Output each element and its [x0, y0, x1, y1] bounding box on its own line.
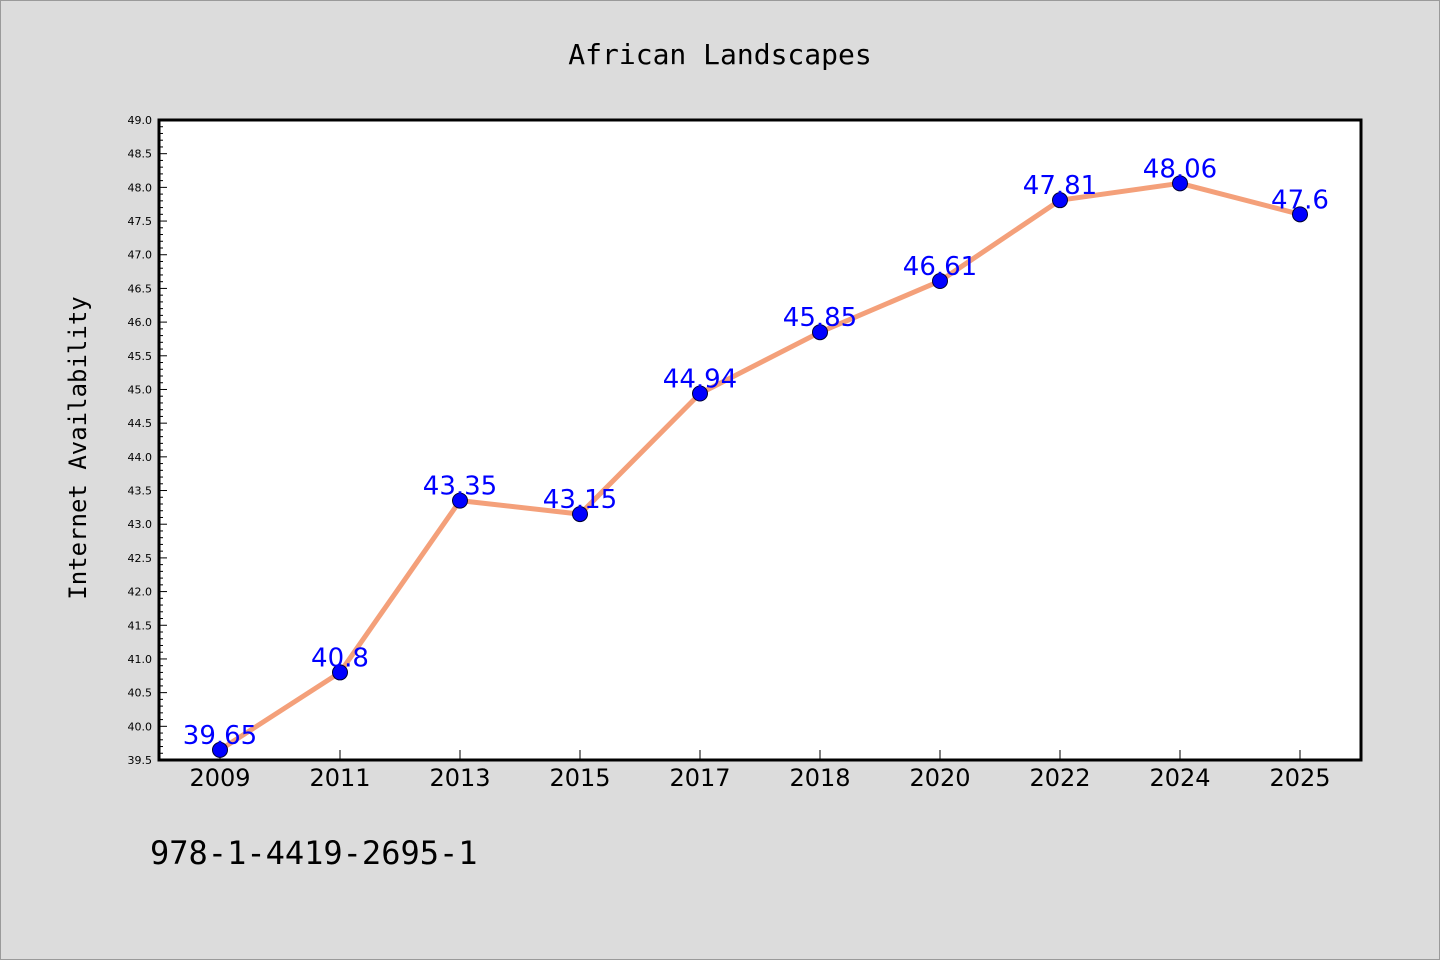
- y-tick-label: 46.5: [128, 282, 153, 295]
- data-point: [452, 492, 468, 509]
- data-label: 44.94: [663, 365, 737, 395]
- x-tick-label: 2015: [549, 764, 610, 792]
- y-tick-label: 49.0: [128, 114, 153, 127]
- y-tick-label: 44.5: [128, 417, 153, 430]
- x-tick-label: 2018: [789, 764, 850, 792]
- series-line: [217, 180, 1303, 753]
- y-tick-label: 47.5: [128, 215, 153, 228]
- y-tick-label: 48.5: [128, 148, 153, 161]
- x-tick-label: 2009: [189, 764, 250, 792]
- data-point: [572, 506, 588, 523]
- data-label: 40.8: [311, 643, 369, 673]
- y-axis-label: Internet Availability: [64, 296, 92, 599]
- data-label: 45.85: [783, 303, 857, 333]
- data-label: 48.06: [1143, 154, 1217, 184]
- x-tick-label: 2013: [429, 764, 490, 792]
- chart-title: African Landscapes: [568, 38, 871, 71]
- data-label: 43.35: [423, 472, 497, 502]
- x-tick-label: 2017: [669, 764, 730, 792]
- x-axis-ticks: 2009 2011 2013 2015 2017 2018 2020 2022 2024 2025: [189, 750, 1331, 792]
- x-tick-label: 2022: [1029, 764, 1090, 792]
- data-point: [332, 664, 348, 681]
- x-tick-label: 2025: [1269, 764, 1330, 792]
- y-tick-label: 42.5: [128, 552, 153, 565]
- x-tick-label: 2020: [909, 764, 970, 792]
- y-tick-label: 45.5: [128, 350, 153, 363]
- data-label: 39.65: [183, 721, 257, 751]
- y-tick-label: 43.0: [128, 518, 153, 531]
- x-tick-label: 2024: [1149, 764, 1210, 792]
- y-tick-label: 41.0: [128, 653, 153, 666]
- data-point: [1052, 192, 1068, 209]
- data-point: [812, 324, 828, 341]
- plot-area: [157, 118, 1363, 762]
- data-label: 47.81: [1023, 171, 1097, 201]
- data-point: [1292, 206, 1308, 223]
- data-label: 47.6: [1271, 185, 1329, 215]
- data-label: 46.61: [903, 252, 977, 282]
- y-tick-label: 42.0: [128, 586, 153, 599]
- y-tick-label: 40.5: [128, 687, 153, 700]
- y-tick-label: 48.0: [128, 181, 153, 194]
- y-tick-label: 46.0: [128, 316, 153, 329]
- y-tick-label: 44.0: [128, 451, 153, 464]
- data-point: [932, 273, 948, 290]
- y-tick-label: 47.0: [128, 249, 153, 262]
- series-group: 39.65 40.8 43.35 43.15 44.94 45.85 46.61 47.81 4…: [183, 154, 1329, 758]
- data-point: [692, 385, 708, 402]
- y-tick-label: 39.5: [128, 754, 153, 767]
- y-tick-label: 41.5: [128, 619, 153, 632]
- x-tick-label: 2011: [309, 764, 370, 792]
- data-label: 43.15: [543, 485, 617, 515]
- footnote-isbn: 978-1-4419-2695-1: [150, 834, 478, 872]
- y-tick-label: 45.0: [128, 383, 153, 396]
- y-axis-ticks: 39.5 40.0 40.5 41.0 41.5 42.0 42.5 43.0 43.5 44.0…: [128, 114, 167, 767]
- y-tick-label: 43.5: [128, 485, 153, 498]
- y-tick-label: 40.0: [128, 720, 153, 733]
- data-point: [1172, 175, 1188, 192]
- data-point: [212, 741, 228, 758]
